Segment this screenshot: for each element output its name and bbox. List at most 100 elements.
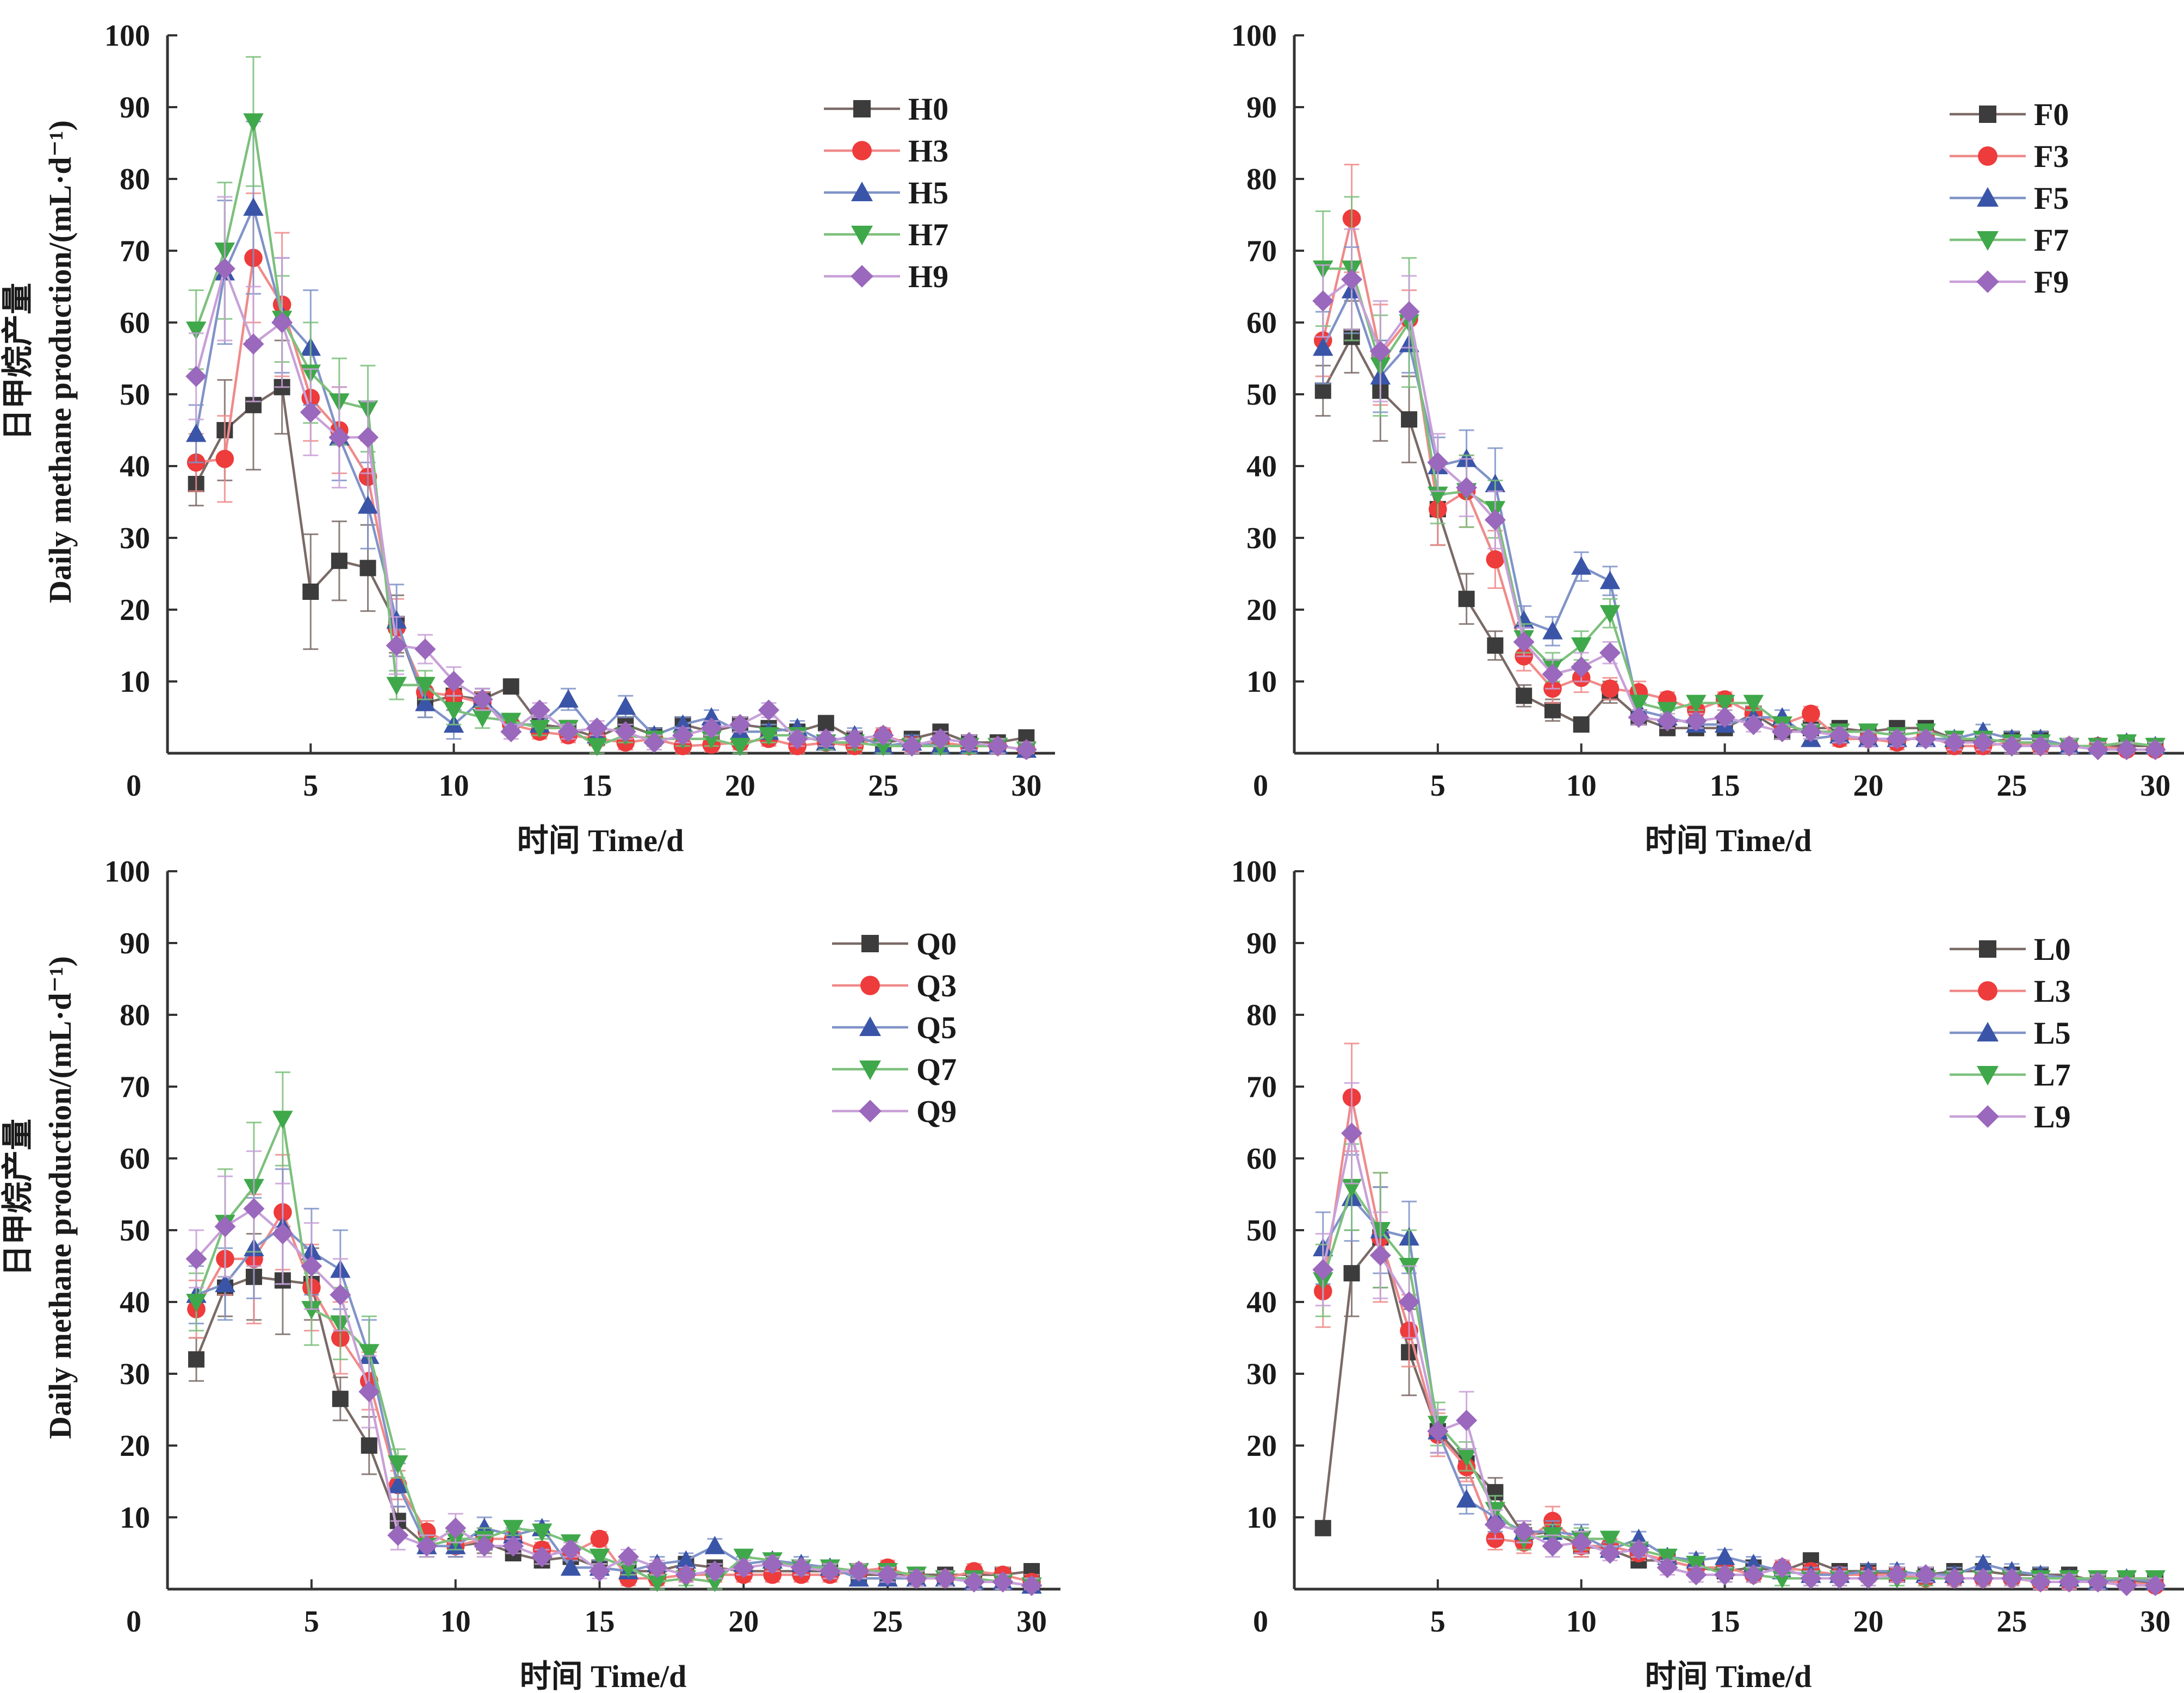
data-point: [502, 678, 519, 695]
data-point: [1599, 642, 1621, 663]
data-point: [730, 737, 750, 756]
x-tick-label: 30: [1016, 1605, 1047, 1639]
y-tick-label: 100: [1231, 855, 1277, 889]
legend-label: Q5: [916, 1010, 957, 1045]
data-point: [1628, 1539, 1649, 1560]
series-line: [1321, 1097, 2156, 1587]
data-point: [1800, 1567, 1822, 1589]
y-tick-label: 70: [1246, 1070, 1277, 1104]
series-line: [1321, 1184, 2156, 1580]
data-point: [963, 1571, 985, 1593]
legend-swatch-marker: [1979, 940, 1996, 958]
y-tick-label: 50: [1246, 1214, 1277, 1248]
y-tick-label: 100: [104, 19, 150, 53]
x-tick-label: 25: [868, 769, 898, 803]
legend-label: Q0: [916, 926, 957, 962]
data-point: [2030, 735, 2051, 757]
data-point: [1685, 1564, 1707, 1586]
data-point: [1398, 1291, 1420, 1313]
legend-item: L5: [1950, 1015, 2071, 1051]
data-point: [1686, 694, 1707, 714]
data-point: [1714, 1546, 1735, 1565]
data-point: [1513, 1521, 1535, 1542]
legend-item: Q5: [832, 1010, 957, 1045]
series-line: [195, 264, 1027, 751]
y-tick-label: 60: [120, 306, 150, 340]
data-point: [300, 401, 321, 423]
y-tick-label: 30: [1246, 522, 1277, 555]
data-point: [615, 721, 636, 742]
data-point: [877, 1564, 898, 1586]
legend-label: L5: [2034, 1015, 2071, 1051]
legend-item: Q3: [832, 968, 957, 1003]
x-tick-label: 5: [303, 769, 318, 803]
legend-label: F5: [2034, 181, 2069, 216]
y-tick-label: 20: [1246, 1429, 1277, 1463]
x-tick-label: 5: [304, 1605, 319, 1639]
data-point: [843, 728, 865, 750]
data-point: [1972, 731, 1994, 753]
data-point: [560, 1557, 581, 1576]
data-point: [643, 731, 665, 753]
data-point: [2144, 739, 2166, 760]
panel-top-left: 10 20 30 40 50 60 70 80 90 100 0 5 10 15 20 25 30 时间 Time…: [0, 19, 1055, 858]
data-point: [1571, 656, 1592, 678]
data-point: [301, 1255, 322, 1277]
y-tick-label: 60: [120, 1142, 150, 1176]
data-point: [243, 197, 264, 216]
y-tick-label: 70: [1246, 234, 1277, 268]
legend-label: L9: [2034, 1099, 2071, 1134]
data-point: [214, 1216, 236, 1237]
data-point: [2001, 735, 2022, 757]
y-tick-label: 30: [120, 1357, 150, 1391]
data-point: [1599, 605, 1621, 624]
y-tick-label: 90: [1246, 927, 1277, 960]
data-point: [1427, 1421, 1449, 1442]
data-point: [1944, 731, 1965, 753]
data-point: [445, 1517, 467, 1539]
data-point: [901, 735, 923, 757]
data-point: [2058, 1571, 2080, 1593]
legend-swatch-marker: [853, 100, 871, 117]
data-point: [848, 1560, 870, 1582]
data-point: [1714, 694, 1735, 714]
series-line: [195, 1209, 1032, 1583]
series-line: [1322, 277, 2156, 751]
data-point: [1313, 337, 1333, 356]
data-point: [414, 638, 436, 660]
y-tick-label: 80: [1246, 999, 1277, 1032]
data-point: [1015, 739, 1037, 760]
legend-label: L7: [2034, 1057, 2071, 1093]
data-point: [416, 1535, 438, 1557]
legend-swatch-marker: [1979, 106, 1996, 123]
legend-swatch-marker: [859, 1061, 881, 1080]
legend-label: Q7: [916, 1052, 957, 1087]
data-point: [1513, 631, 1535, 653]
data-point: [700, 717, 722, 739]
data-point: [1456, 1448, 1477, 1467]
series-line: [195, 1207, 1032, 1587]
x-tick-label: 25: [872, 1605, 903, 1639]
y-tick-label: 100: [1231, 19, 1277, 53]
data-point: [617, 1546, 639, 1568]
data-point: [1314, 382, 1331, 399]
data-point: [1456, 1489, 1477, 1508]
data-point: [1516, 687, 1532, 704]
data-point: [2030, 1571, 2051, 1593]
panel-bottom-left: 10 20 30 40 50 60 70 80 90 100 0 5 10 15 20 25 30 时间 Time…: [0, 855, 1060, 1693]
data-point: [1829, 724, 1851, 746]
data-point: [1599, 1530, 1621, 1549]
data-point: [1312, 1259, 1334, 1281]
legend-swatch-marker: [860, 976, 880, 995]
data-point: [1599, 1542, 1621, 1564]
data-point: [1571, 637, 1592, 656]
data-point: [415, 677, 436, 696]
data-point: [243, 333, 264, 355]
series-line: [195, 1114, 1032, 1587]
data-point: [1972, 1554, 1994, 1572]
legend-swatch-marker: [859, 1100, 882, 1123]
x-tick-label: 15: [1710, 769, 1740, 803]
series-line: [196, 254, 1027, 751]
